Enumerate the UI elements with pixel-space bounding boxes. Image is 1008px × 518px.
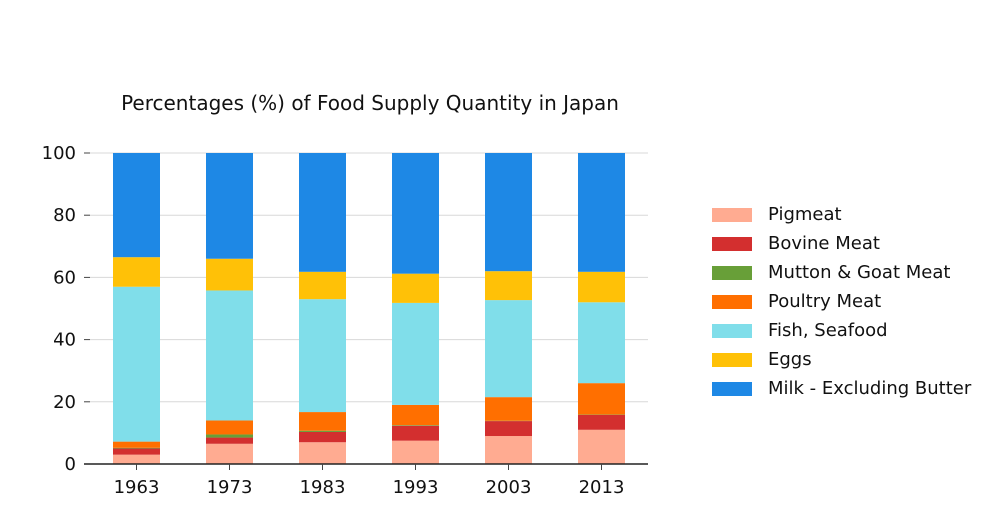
- chart-title: Percentages (%) of Food Supply Quantity …: [121, 91, 619, 115]
- bar-segment: [113, 447, 160, 449]
- y-tick-label: 40: [53, 330, 76, 351]
- x-tick-label: 2003: [486, 477, 532, 498]
- bar-segment: [578, 429, 625, 464]
- y-tick-label: 100: [42, 143, 76, 164]
- bar-segment: [299, 442, 346, 464]
- bar-segment: [206, 437, 253, 444]
- legend-label: Eggs: [768, 349, 812, 370]
- x-axis: 1963 1973 1983 1993 2003 2013: [84, 463, 648, 498]
- bar-segment: [206, 258, 253, 291]
- bar-segment: [299, 271, 346, 300]
- bar-segment: [206, 443, 253, 464]
- bar-segment: [392, 440, 439, 464]
- bar-segment: [578, 153, 625, 272]
- y-tick-label: 60: [53, 267, 76, 288]
- bar-segment: [113, 454, 160, 464]
- bar-segment: [392, 302, 439, 405]
- bar-segment: [113, 257, 160, 287]
- bar-segment: [299, 431, 346, 443]
- bar-segment: [299, 430, 346, 432]
- bar-segment: [113, 153, 160, 258]
- legend-swatch: [712, 323, 752, 338]
- legend-item: Eggs: [712, 345, 971, 374]
- legend-swatch: [712, 236, 752, 251]
- x-tick-label: 1993: [393, 477, 439, 498]
- bar-segment: [113, 441, 160, 448]
- bar-segment: [392, 273, 439, 303]
- bar-segment: [206, 434, 253, 438]
- bar-segment: [392, 404, 439, 426]
- bar-segment: [299, 412, 346, 431]
- y-tick-label: 0: [65, 454, 76, 475]
- legend-swatch: [712, 265, 752, 280]
- bar-segment: [485, 300, 532, 398]
- legend: Pigmeat Bovine Meat Mutton & Goat Meat Poul…: [712, 200, 971, 403]
- legend-swatch: [712, 352, 752, 367]
- legend-label: Fish, Seafood: [768, 320, 888, 341]
- bar-segment: [392, 153, 439, 274]
- bar-segment: [485, 271, 532, 301]
- legend-item: Poultry Meat: [712, 287, 971, 316]
- bar-segment: [113, 448, 160, 455]
- legend-label: Milk - Excluding Butter: [768, 378, 972, 399]
- gridlines: [90, 152, 648, 465]
- legend-swatch: [712, 207, 752, 222]
- x-tick-label: 1973: [207, 477, 253, 498]
- bar-segment: [299, 153, 346, 272]
- legend-item: Bovine Meat: [712, 229, 971, 258]
- legend-swatch: [712, 294, 752, 309]
- bar-segment: [485, 397, 532, 421]
- x-tick-label: 1963: [114, 477, 160, 498]
- legend-label: Bovine Meat: [768, 233, 880, 254]
- bar-segment: [206, 290, 253, 421]
- bar-segment: [392, 425, 439, 441]
- bar-segment: [206, 153, 253, 259]
- bar-segment: [578, 302, 625, 384]
- bar-segment: [206, 420, 253, 435]
- bar-segment: [485, 421, 532, 437]
- bar-segment: [485, 153, 532, 272]
- bar-segment: [299, 299, 346, 413]
- legend-label: Pigmeat: [768, 204, 842, 225]
- bar-segment: [578, 271, 625, 303]
- bar-segment: [578, 383, 625, 415]
- bar-segment: [113, 286, 160, 442]
- bars: [113, 153, 625, 464]
- x-tick-label: 1983: [300, 477, 346, 498]
- legend-item: Pigmeat: [712, 200, 971, 229]
- legend-item: Milk - Excluding Butter: [712, 374, 971, 403]
- bar-segment: [485, 436, 532, 464]
- y-axis: 0 20 40 60 80 100: [42, 143, 90, 475]
- legend-swatch: [712, 381, 752, 396]
- y-tick-label: 20: [53, 392, 76, 413]
- y-tick-label: 80: [53, 205, 76, 226]
- legend-label: Mutton & Goat Meat: [768, 262, 951, 283]
- legend-item: Fish, Seafood: [712, 316, 971, 345]
- legend-label: Poultry Meat: [768, 291, 882, 312]
- x-tick-label: 2013: [579, 477, 625, 498]
- legend-item: Mutton & Goat Meat: [712, 258, 971, 287]
- bar-segment: [578, 414, 625, 430]
- bar-segment: [392, 425, 439, 426]
